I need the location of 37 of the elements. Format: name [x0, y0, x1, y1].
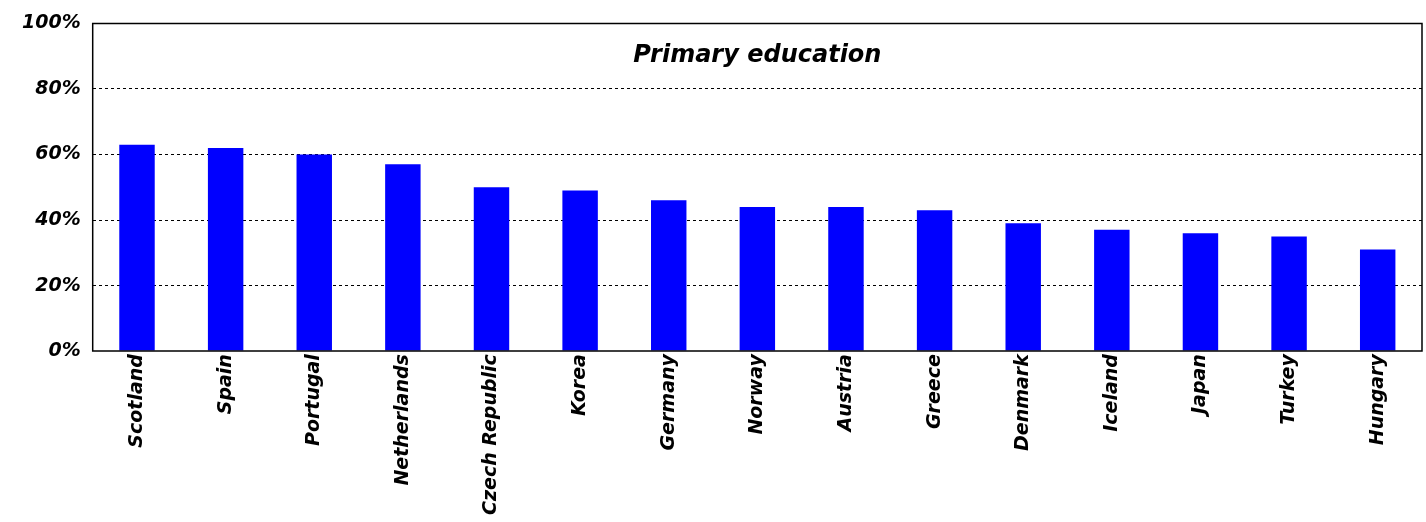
bar [1271, 236, 1307, 351]
x-tick-label: Germany [655, 352, 678, 451]
bar [828, 206, 864, 351]
x-tick-label: Portugal [301, 353, 324, 447]
bar [1094, 229, 1130, 351]
x-tick-label: Austria [832, 354, 855, 434]
x-tick-label: Netherlands [389, 354, 412, 486]
bar [385, 164, 421, 351]
x-tick-label: Scotland [123, 353, 146, 448]
y-tick-label: 80% [35, 75, 81, 98]
x-tick-label: Turkey [1276, 352, 1299, 425]
x-tick-label: Greece [921, 354, 944, 430]
bar [296, 154, 332, 351]
y-tick-label: 20% [35, 272, 81, 295]
x-tick-label: Japan [1187, 354, 1210, 418]
bar [119, 144, 155, 351]
x-tick-label: Norway [744, 352, 767, 435]
bar [739, 206, 776, 351]
x-tick-label: Korea [567, 354, 590, 416]
bar [473, 187, 510, 351]
bar [1005, 223, 1041, 351]
bar [562, 190, 598, 351]
bar [651, 200, 687, 351]
x-tick-label: Czech Republic [478, 353, 501, 516]
text: Primary education [633, 40, 882, 69]
bar [1359, 249, 1396, 351]
x-tick-label: Spain [212, 354, 235, 415]
bar [207, 147, 244, 351]
x-tick-label: Denmark [1010, 352, 1033, 451]
y-tick-label: 100% [21, 10, 81, 33]
y-tick-label: 60% [35, 141, 81, 164]
bar [1182, 233, 1219, 351]
x-tick-label: Hungary [1364, 352, 1387, 446]
x-tick-label: Iceland [1098, 353, 1121, 432]
y-tick-label: 0% [48, 338, 81, 361]
bar [916, 210, 953, 351]
y-tick-label: 40% [34, 206, 81, 229]
